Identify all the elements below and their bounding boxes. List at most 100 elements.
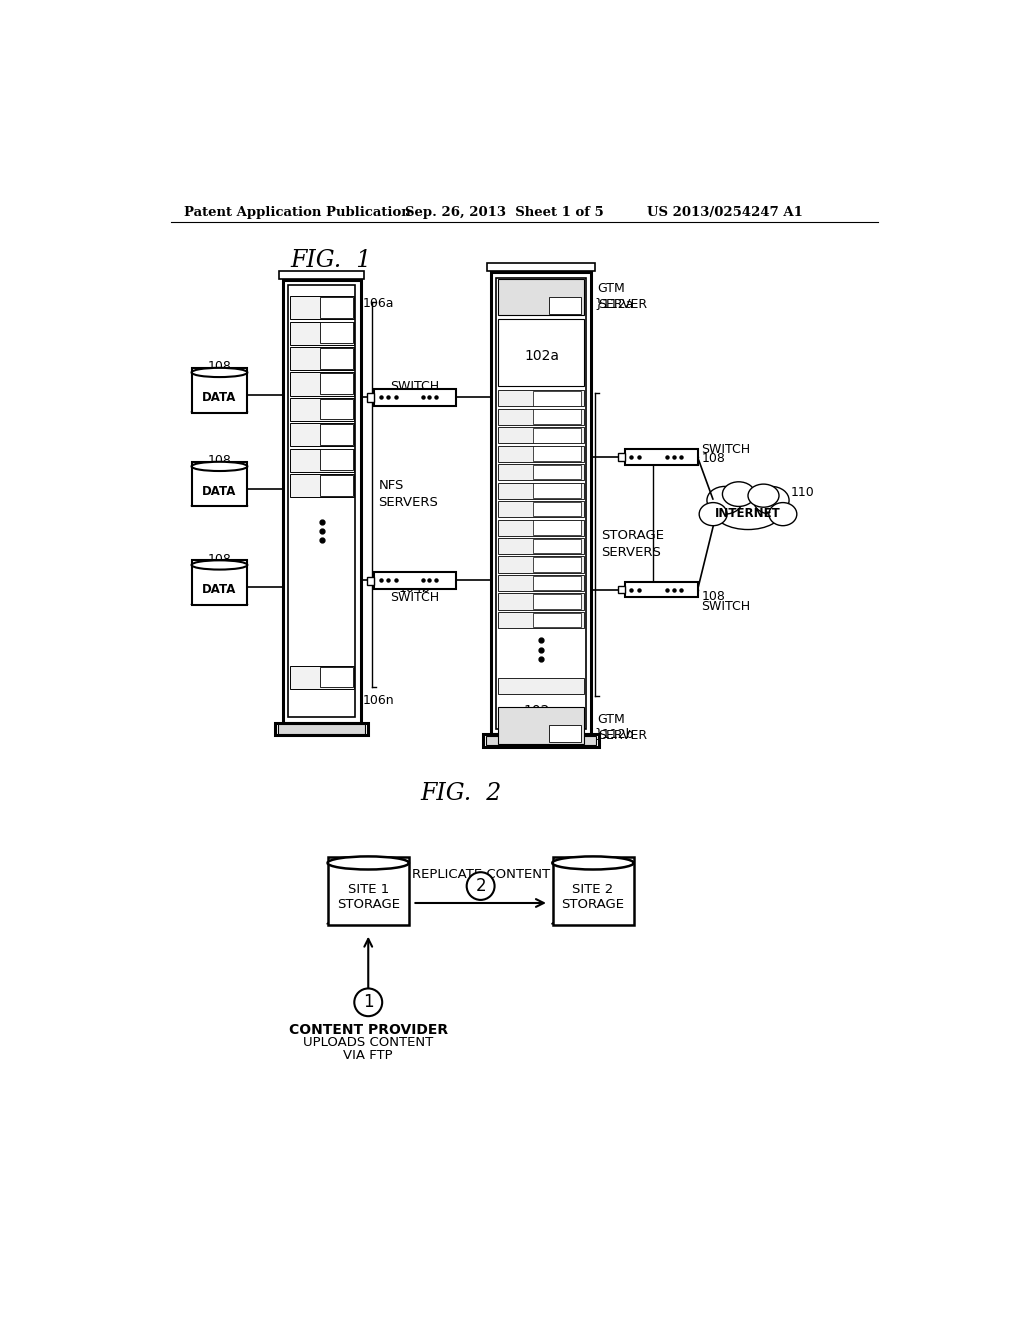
- Bar: [499, 446, 584, 462]
- Bar: [496, 277, 586, 729]
- Ellipse shape: [769, 503, 797, 525]
- Ellipse shape: [722, 482, 755, 507]
- Bar: [375, 388, 456, 405]
- Bar: [617, 453, 625, 461]
- Bar: [290, 665, 353, 689]
- Bar: [534, 539, 582, 553]
- Bar: [625, 450, 698, 465]
- Ellipse shape: [191, 462, 248, 471]
- Bar: [289, 285, 355, 718]
- Ellipse shape: [754, 487, 790, 515]
- Text: INTERNET: INTERNET: [715, 507, 781, 520]
- Bar: [321, 374, 352, 395]
- Bar: [483, 734, 599, 747]
- Bar: [328, 857, 410, 924]
- Bar: [367, 577, 375, 585]
- Text: 102a: 102a: [524, 350, 559, 363]
- Text: 108: 108: [208, 553, 231, 566]
- Bar: [499, 706, 584, 743]
- Bar: [321, 449, 352, 470]
- Bar: [534, 612, 582, 627]
- Text: 108: 108: [208, 360, 231, 374]
- Bar: [290, 347, 353, 370]
- Text: UPLOADS CONTENT: UPLOADS CONTENT: [303, 1036, 433, 1049]
- Text: GTM
SERVER: GTM SERVER: [598, 713, 647, 742]
- Text: STORAGE: STORAGE: [337, 898, 399, 911]
- Bar: [321, 297, 352, 318]
- Text: US 2013/0254247 A1: US 2013/0254247 A1: [647, 206, 803, 219]
- Bar: [534, 409, 582, 424]
- Bar: [499, 539, 584, 554]
- Ellipse shape: [191, 560, 248, 570]
- Text: SITE 1: SITE 1: [347, 883, 389, 896]
- Text: NFS
SERVERS: NFS SERVERS: [378, 479, 438, 510]
- Bar: [625, 582, 698, 598]
- Text: 110: 110: [791, 487, 814, 499]
- Text: DATA: DATA: [203, 583, 237, 597]
- Text: ???  1180: ??? 1180: [538, 490, 563, 495]
- Bar: [617, 586, 625, 594]
- Bar: [499, 483, 584, 499]
- Text: FIG.  2: FIG. 2: [421, 781, 502, 805]
- Text: ???  1180: ??? 1180: [538, 564, 563, 569]
- Bar: [499, 428, 584, 444]
- Text: 104a: 104a: [399, 388, 430, 401]
- Bar: [499, 612, 584, 628]
- Bar: [499, 594, 584, 610]
- Bar: [499, 465, 584, 480]
- Bar: [321, 424, 352, 445]
- Bar: [321, 399, 352, 420]
- Text: ???  1180: ??? 1180: [538, 619, 563, 624]
- Text: 1: 1: [362, 994, 374, 1011]
- Bar: [486, 737, 596, 744]
- Text: 104b: 104b: [399, 582, 430, 595]
- Bar: [499, 520, 584, 536]
- Bar: [499, 502, 584, 517]
- Ellipse shape: [714, 492, 782, 529]
- Text: ???  1180: ??? 1180: [538, 397, 563, 403]
- Ellipse shape: [707, 487, 742, 515]
- Ellipse shape: [748, 484, 779, 507]
- Circle shape: [467, 873, 495, 900]
- Text: }112b: }112b: [595, 726, 634, 739]
- Bar: [283, 280, 360, 723]
- Bar: [321, 348, 352, 368]
- Text: SITE 2: SITE 2: [572, 883, 613, 896]
- Text: Patent Application Publication: Patent Application Publication: [183, 206, 411, 219]
- Text: VIA FTP: VIA FTP: [343, 1048, 393, 1061]
- Text: ???  1180: ??? 1180: [538, 471, 563, 477]
- Bar: [549, 725, 582, 742]
- Ellipse shape: [191, 368, 248, 378]
- Text: CONTENT PROVIDER: CONTENT PROVIDER: [289, 1023, 447, 1038]
- Text: ???  1180: ??? 1180: [538, 545, 563, 550]
- Bar: [290, 372, 353, 396]
- Text: 102n: 102n: [523, 704, 559, 718]
- Text: STORAGE: STORAGE: [561, 898, 625, 911]
- Text: 106a: 106a: [362, 297, 394, 310]
- Text: ???  1180: ??? 1180: [538, 416, 563, 421]
- Bar: [534, 428, 582, 442]
- Bar: [499, 318, 584, 387]
- Bar: [375, 572, 456, 589]
- Bar: [191, 560, 248, 605]
- Bar: [486, 263, 595, 271]
- Bar: [321, 322, 352, 343]
- Text: ???  1180: ??? 1180: [538, 601, 563, 606]
- Text: ???  1180: ??? 1180: [538, 582, 563, 587]
- Text: ???  1180: ??? 1180: [538, 508, 563, 513]
- Bar: [191, 462, 248, 507]
- Text: Sep. 26, 2013  Sheet 1 of 5: Sep. 26, 2013 Sheet 1 of 5: [406, 206, 604, 219]
- Bar: [275, 723, 369, 735]
- Bar: [367, 393, 375, 401]
- Bar: [534, 557, 582, 572]
- Ellipse shape: [699, 503, 727, 525]
- Bar: [499, 678, 584, 694]
- Bar: [534, 594, 582, 609]
- Bar: [290, 424, 353, 446]
- Ellipse shape: [552, 857, 634, 870]
- Text: 2: 2: [475, 876, 486, 895]
- Text: SWITCH: SWITCH: [701, 599, 751, 612]
- Text: FIG.  1: FIG. 1: [291, 249, 372, 272]
- Bar: [553, 857, 634, 924]
- Text: 108: 108: [701, 590, 725, 603]
